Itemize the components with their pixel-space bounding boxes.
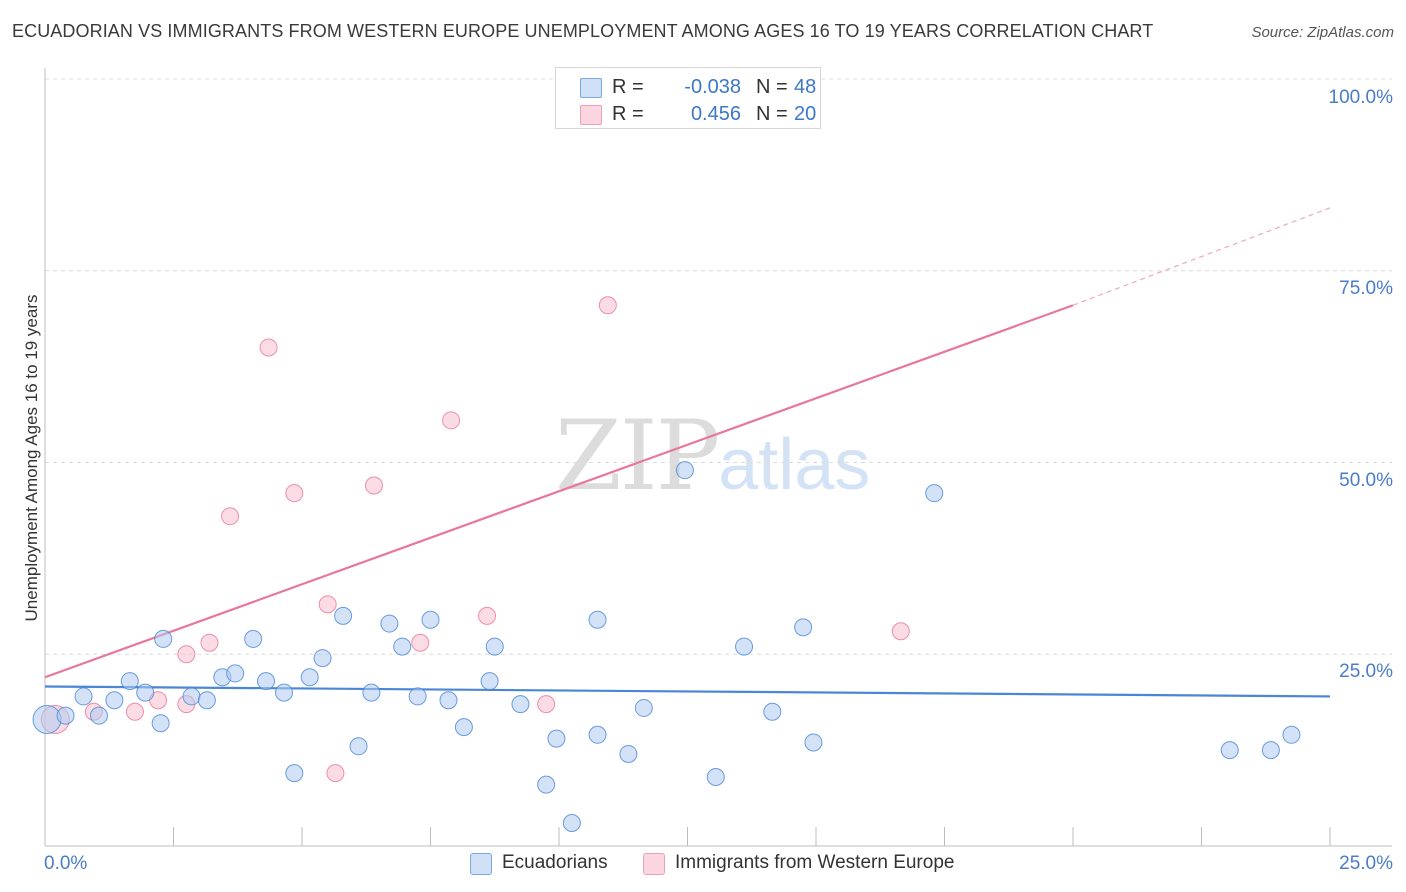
- point-ecuadorian: [334, 606, 353, 625]
- axes: [44, 68, 1392, 847]
- y-tick-label: 75.0%: [1339, 278, 1393, 299]
- point-immigrant: [598, 296, 617, 315]
- point-ecuadorian: [362, 683, 381, 702]
- legend-r-value: -0.038: [684, 76, 741, 98]
- trendline-ecuadorians: [44, 685, 1331, 698]
- point-immigrant: [285, 484, 304, 503]
- legend-swatch-ecuadorians: [470, 853, 492, 875]
- point-ecuadorian: [313, 649, 332, 668]
- point-ecuadorian: [275, 683, 294, 702]
- legend-swatch-ecuadorians: [580, 78, 602, 98]
- point-ecuadorian: [244, 629, 263, 648]
- point-ecuadorian: [1282, 725, 1301, 744]
- point-ecuadorian: [380, 614, 399, 633]
- data-points: [32, 70, 1301, 832]
- point-immigrant: [318, 595, 337, 614]
- point-immigrant: [537, 695, 556, 714]
- y-tick-label: 25.0%: [1339, 661, 1393, 682]
- point-ecuadorian: [439, 691, 458, 710]
- point-ecuadorian: [197, 691, 216, 710]
- legend-n-label: N =: [756, 103, 788, 125]
- point-ecuadorian: [588, 725, 607, 744]
- point-ecuadorian: [226, 664, 245, 683]
- point-immigrant: [177, 645, 196, 664]
- point-ecuadorian: [1261, 741, 1280, 760]
- point-ecuadorian: [537, 775, 556, 794]
- legend-r-value: 0.456: [690, 103, 741, 125]
- legend-label-immigrants: Immigrants from Western Europe: [675, 852, 955, 873]
- point-immigrant: [125, 702, 144, 721]
- point-ecuadorian: [706, 767, 725, 786]
- chart-title: ECUADORIAN VS IMMIGRANTS FROM WESTERN EU…: [12, 21, 1154, 41]
- legend-r-label: R =: [612, 103, 644, 125]
- point-ecuadorian: [300, 668, 319, 687]
- x-tick-label-end: 25.0%: [1339, 853, 1393, 874]
- point-ecuadorian: [794, 618, 813, 637]
- point-ecuadorian: [349, 737, 368, 756]
- point-ecuadorian: [480, 672, 499, 691]
- point-ecuadorian: [511, 695, 530, 714]
- legend-n-value: 48: [794, 76, 817, 98]
- point-ecuadorian: [454, 718, 473, 737]
- point-ecuadorian: [74, 687, 93, 706]
- point-ecuadorian: [925, 484, 944, 503]
- point-ecuadorian: [89, 706, 108, 725]
- legend-label-ecuadorians: Ecuadorians: [502, 852, 608, 873]
- legend-n-label: N =: [756, 76, 788, 98]
- grid: [45, 78, 1392, 655]
- trendlines: [44, 207, 1331, 698]
- point-ecuadorian: [735, 637, 754, 656]
- point-immigrant: [200, 633, 219, 652]
- y-tick-label: 100.0%: [1329, 87, 1394, 108]
- point-ecuadorian: [32, 704, 62, 734]
- legend-r-label: R =: [612, 76, 644, 98]
- watermark-atlas: atlas: [718, 425, 871, 505]
- point-ecuadorian: [408, 687, 427, 706]
- point-immigrant: [411, 633, 430, 652]
- point-ecuadorian: [485, 637, 504, 656]
- legend-swatch-immigrants: [580, 105, 602, 125]
- point-ecuadorian: [56, 706, 75, 725]
- point-immigrant: [326, 764, 345, 783]
- point-immigrant: [891, 622, 910, 641]
- point-ecuadorian: [675, 461, 694, 480]
- point-ecuadorian: [588, 610, 607, 629]
- watermark-zip: ZIP: [555, 400, 720, 512]
- point-ecuadorian: [105, 691, 124, 710]
- point-ecuadorian: [285, 764, 304, 783]
- point-immigrant: [221, 507, 240, 526]
- legend-swatch-immigrants: [643, 853, 665, 875]
- point-ecuadorian: [154, 629, 173, 648]
- x-tick-label-start: 0.0%: [44, 853, 87, 874]
- point-ecuadorian: [804, 733, 823, 752]
- watermark: ZIPatlas: [555, 400, 870, 512]
- point-ecuadorian: [182, 687, 201, 706]
- point-immigrant: [442, 411, 461, 430]
- point-ecuadorian: [634, 698, 653, 717]
- y-tick-label: 50.0%: [1339, 470, 1393, 491]
- point-ecuadorian: [547, 729, 566, 748]
- point-ecuadorian: [421, 610, 440, 629]
- point-immigrant: [364, 476, 383, 495]
- point-ecuadorian: [562, 813, 581, 832]
- series-legend: Ecuadorians Immigrants from Western Euro…: [0, 852, 1406, 878]
- point-ecuadorian: [393, 637, 412, 656]
- legend-n-value: 20: [794, 103, 817, 125]
- point-immigrant: [478, 606, 497, 625]
- source-label: Source: ZipAtlas.com: [1251, 24, 1394, 41]
- point-ecuadorian: [257, 672, 276, 691]
- correlation-legend: R = -0.038 N = 48 R = 0.456 N = 20: [555, 67, 821, 129]
- point-ecuadorian: [136, 683, 155, 702]
- point-ecuadorian: [151, 714, 170, 733]
- y-axis-title: Unemployment Among Ages 16 to 19 years: [22, 295, 41, 622]
- point-ecuadorian: [1220, 741, 1239, 760]
- point-ecuadorian: [619, 744, 638, 763]
- trendline-immigrants-extension: [1072, 207, 1331, 306]
- trendline-immigrants: [44, 304, 1074, 679]
- point-ecuadorian: [120, 672, 139, 691]
- point-ecuadorian: [763, 702, 782, 721]
- axis-labels: 25.0% 50.0% 75.0% 100.0% 0.0% 25.0% Unemployme…: [22, 87, 1393, 874]
- point-immigrant: [259, 338, 278, 357]
